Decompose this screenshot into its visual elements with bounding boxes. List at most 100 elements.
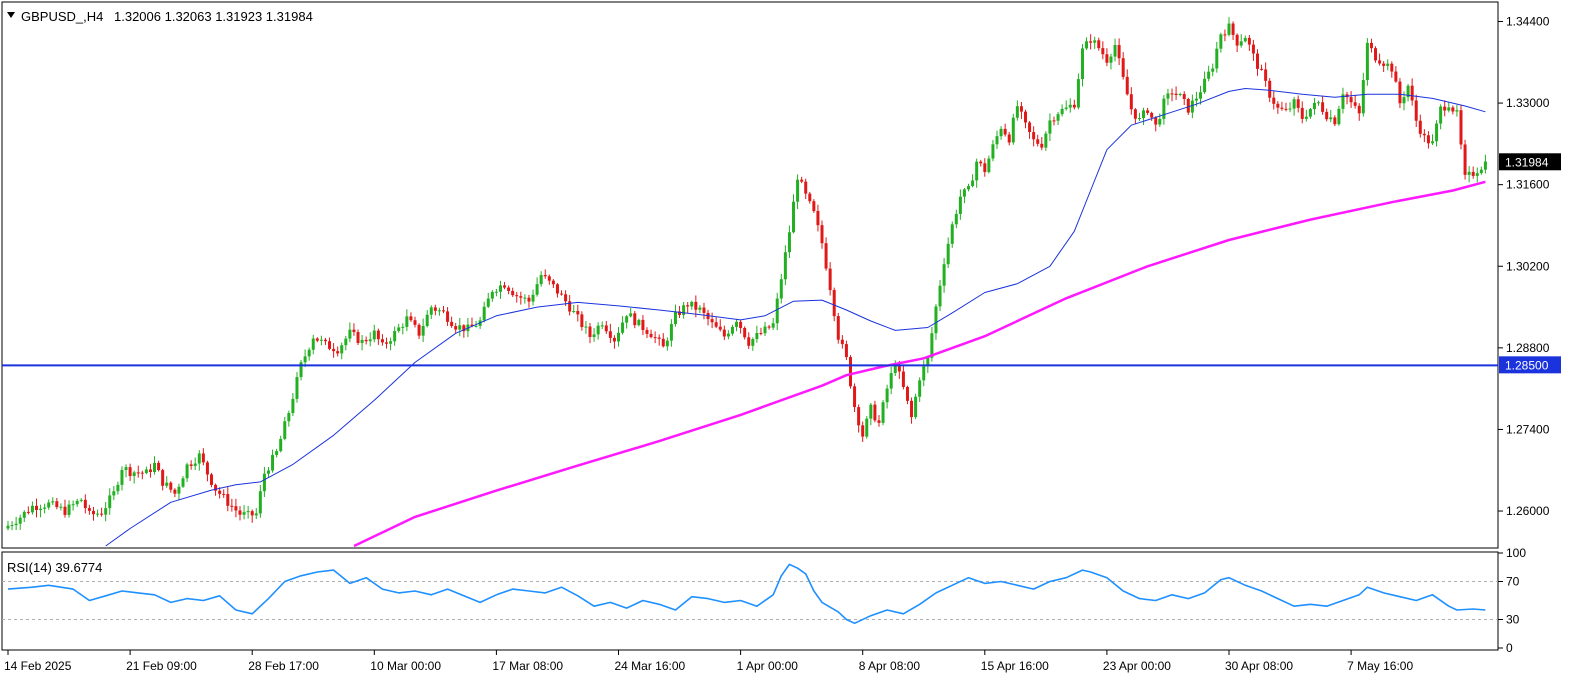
candle [1199, 85, 1203, 105]
candle [665, 337, 669, 351]
candle-body [1471, 171, 1475, 176]
candle [800, 176, 804, 184]
candle-body [673, 311, 677, 325]
candle-body [462, 325, 466, 332]
rsi-tick-label: 70 [1506, 575, 1520, 589]
candle [1455, 104, 1459, 117]
candle [14, 516, 18, 531]
candle [1064, 100, 1068, 111]
candle [446, 307, 450, 326]
candle [910, 397, 914, 424]
candle [763, 321, 767, 337]
candle [315, 337, 319, 343]
candle [962, 188, 966, 204]
candle [592, 328, 596, 342]
collapse-triangle-icon[interactable] [7, 12, 15, 18]
candle [503, 281, 507, 290]
candle [1121, 52, 1125, 80]
candle-body [1097, 40, 1101, 49]
candle [1255, 49, 1259, 76]
candle [1463, 139, 1467, 180]
candle-body [796, 179, 800, 202]
candle [600, 321, 604, 330]
candle [283, 416, 287, 441]
candle-body [494, 291, 498, 293]
candle-body [75, 500, 79, 505]
candle-body [226, 494, 230, 506]
candle [751, 337, 755, 351]
candle [702, 302, 706, 320]
candle [1374, 46, 1378, 63]
candle [653, 331, 657, 344]
candle-body [1386, 63, 1390, 66]
candle [1288, 102, 1292, 113]
candle-body [1300, 107, 1304, 119]
candle [238, 506, 242, 521]
candle [621, 316, 625, 335]
candle-body [356, 332, 360, 343]
candle [1105, 48, 1109, 67]
candle [1101, 41, 1105, 60]
candle [429, 305, 433, 319]
candle [413, 316, 417, 328]
candle-body [486, 298, 490, 307]
candle-body [1349, 97, 1353, 103]
candle-body [307, 349, 311, 357]
candle [1292, 96, 1296, 116]
candle-body [1219, 34, 1223, 49]
candle [975, 158, 979, 188]
candle-body [828, 268, 832, 291]
candle [1312, 97, 1316, 115]
candle [1170, 88, 1174, 102]
candle [857, 404, 861, 433]
candle [482, 301, 486, 323]
candle [914, 393, 918, 420]
candle-body [1011, 117, 1015, 143]
candle [486, 292, 490, 309]
candle [633, 310, 637, 329]
candle-body [275, 451, 279, 455]
candle [889, 366, 893, 395]
candle [1117, 38, 1121, 66]
candle [385, 337, 389, 349]
candle-body [1365, 42, 1369, 81]
candle-body [132, 472, 136, 476]
candle-body [1203, 78, 1207, 93]
candle [421, 318, 425, 343]
candle-body [1353, 102, 1357, 106]
candle-body [266, 470, 270, 474]
candle [918, 377, 922, 403]
candle-body [210, 474, 213, 485]
candle [319, 335, 323, 346]
candle [275, 448, 279, 458]
candle-body [1044, 133, 1048, 148]
candle-body [535, 284, 539, 295]
candle-body [1463, 144, 1467, 175]
rsi-tick-label: 0 [1506, 641, 1513, 655]
candle-body [1325, 111, 1329, 120]
candle-body [26, 511, 30, 513]
candle-body [588, 326, 592, 337]
candle-body [490, 291, 494, 299]
candle-body [1467, 171, 1471, 175]
candle [1300, 101, 1304, 124]
candle-body [991, 144, 995, 159]
candle [804, 178, 808, 200]
candle-body [625, 316, 629, 323]
candle-body [271, 454, 275, 471]
candle [967, 183, 971, 192]
candle-body [234, 506, 238, 511]
candle-body [678, 311, 682, 315]
candle-body [376, 330, 380, 340]
candle-body [1317, 102, 1321, 104]
candle-body [967, 186, 971, 190]
candle-body [1414, 100, 1418, 121]
candle-body [18, 517, 22, 524]
candle [523, 294, 527, 304]
candle [454, 322, 458, 334]
candle [796, 174, 800, 210]
candle-body [140, 472, 144, 474]
candle-body [405, 316, 409, 327]
candle [254, 508, 258, 520]
